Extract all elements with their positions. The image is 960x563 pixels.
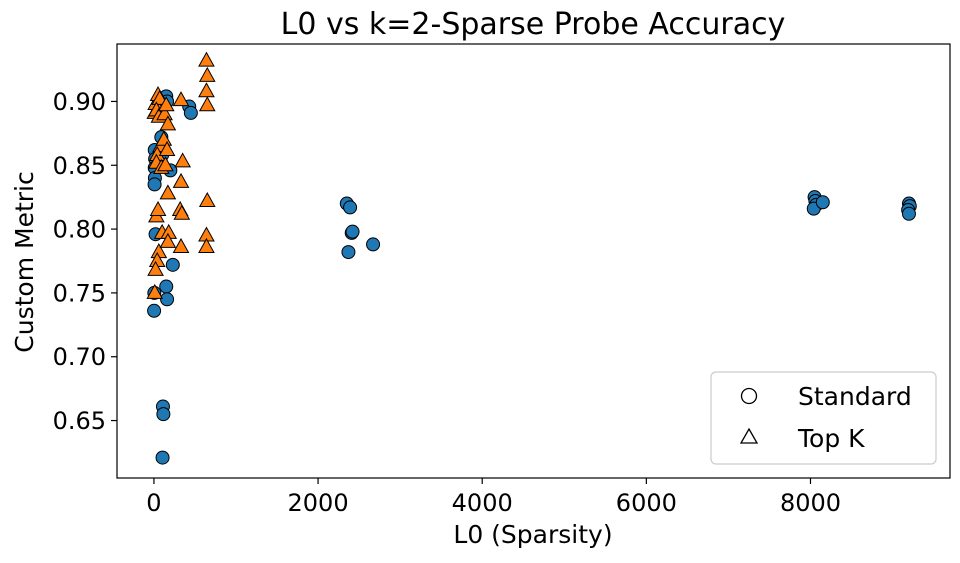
data-point-standard bbox=[901, 206, 916, 221]
x-tick-label: 6000 bbox=[616, 489, 677, 517]
data-point-top-k bbox=[198, 191, 216, 208]
data-point-top-k bbox=[157, 96, 175, 112]
data-point-standard bbox=[159, 279, 174, 294]
data-point-standard bbox=[815, 195, 830, 210]
data-point-top-k bbox=[172, 91, 190, 107]
data-point-standard bbox=[147, 177, 162, 192]
data-point-standard bbox=[160, 292, 175, 307]
x-tick-label: 0 bbox=[146, 489, 161, 517]
data-point-top-k bbox=[159, 232, 177, 248]
y-tick-label: 0.75 bbox=[53, 279, 106, 307]
data-point-top-k bbox=[198, 66, 216, 82]
legend-box bbox=[710, 371, 937, 465]
y-tick-label: 0.80 bbox=[53, 216, 106, 244]
data-point-standard bbox=[155, 450, 170, 465]
data-point-standard bbox=[341, 245, 356, 260]
data-point-top-k bbox=[198, 51, 215, 67]
data-point-top-k bbox=[174, 152, 192, 168]
legend-label-standard: Standard bbox=[798, 382, 912, 411]
data-point-top-k bbox=[159, 115, 177, 131]
data-point-top-k bbox=[198, 82, 215, 98]
data-point-standard bbox=[147, 303, 162, 318]
data-point-top-k bbox=[151, 89, 169, 105]
legend: Standard Top K bbox=[710, 371, 937, 465]
data-point-top-k bbox=[172, 172, 190, 188]
chart-title: L0 vs k=2-Sparse Probe Accuracy bbox=[281, 7, 786, 42]
data-point-top-k bbox=[172, 237, 190, 253]
data-point-standard bbox=[156, 407, 171, 422]
data-point-top-k bbox=[147, 260, 164, 276]
y-tick-label: 0.65 bbox=[53, 407, 106, 435]
y-tick-label: 0.90 bbox=[53, 88, 106, 116]
data-point-top-k bbox=[158, 140, 176, 156]
data-point-top-k bbox=[198, 237, 215, 253]
data-point-top-k bbox=[173, 204, 191, 220]
x-tick-label: 2000 bbox=[288, 489, 349, 517]
data-point-standard bbox=[345, 224, 360, 239]
x-axis-label: L0 (Sparsity) bbox=[453, 520, 612, 549]
y-axis-label: Custom Metric bbox=[10, 171, 39, 352]
data-point-standard bbox=[366, 237, 381, 252]
plot-area-frame bbox=[116, 43, 951, 479]
data-point-standard bbox=[343, 200, 358, 215]
data-point-top-k bbox=[149, 200, 167, 216]
data-point-top-k bbox=[146, 283, 164, 299]
data-point-standard bbox=[165, 257, 180, 272]
y-tick-label: 0.70 bbox=[53, 343, 106, 371]
legend-triangle-marker bbox=[739, 427, 759, 444]
data-point-top-k bbox=[157, 156, 174, 172]
x-tick-label: 8000 bbox=[780, 489, 841, 517]
data-point-standard bbox=[183, 105, 198, 120]
data-points bbox=[146, 51, 917, 465]
legend-circle-marker bbox=[740, 387, 758, 405]
y-tick-label: 0.85 bbox=[53, 152, 106, 180]
x-tick-label: 4000 bbox=[452, 489, 513, 517]
legend-label-top-k: Top K bbox=[797, 424, 865, 453]
data-point-top-k bbox=[198, 96, 216, 112]
data-point-top-k bbox=[159, 184, 177, 200]
axis-ticks: 0 2000 4000 6000 8000 0.65 0.70 0.75 0.80 0.85 0.9… bbox=[53, 88, 841, 517]
